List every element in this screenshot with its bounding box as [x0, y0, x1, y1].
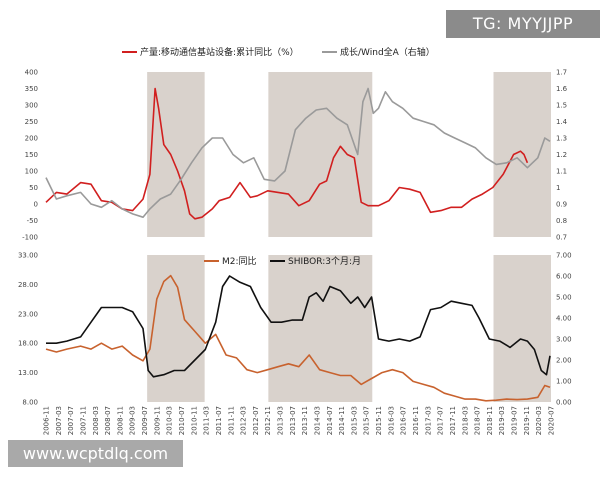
x-axis-tick: 2016-07 [400, 406, 408, 435]
series-line-bottom-2 [46, 275, 551, 378]
left-axis-tick: 200 [25, 135, 38, 143]
x-axis-tick: 2006-11 [43, 406, 51, 435]
right-axis-tick: 1 [556, 184, 560, 192]
x-axis-tick: 2008-11 [116, 406, 124, 435]
x-axis-tick: 2010-07 [178, 406, 186, 435]
left-axis-tick: 23.00 [18, 310, 38, 318]
x-axis-tick: 2011-11 [227, 406, 235, 435]
shaded-period-bottom-3 [493, 255, 551, 402]
left-axis-tick: 350 [25, 85, 38, 93]
channel-badge: TG: MYYJJPP [446, 10, 600, 38]
right-axis-tick: 4.00 [556, 315, 572, 323]
right-axis-tick: 1.6 [556, 85, 568, 93]
right-axis-tick: 1.00 [556, 378, 572, 386]
left-axis-tick: -100 [22, 234, 38, 242]
right-axis-tick: 1.2 [556, 151, 567, 159]
right-axis-tick: 2.00 [556, 357, 572, 365]
x-axis-tick: 2018-11 [486, 406, 494, 435]
x-axis-tick: 2014-07 [326, 406, 334, 435]
left-axis-tick: 0 [34, 201, 38, 209]
right-axis-tick: 0.8 [556, 217, 567, 225]
left-axis-tick: 28.00 [18, 281, 38, 289]
left-axis-tick: 150 [25, 151, 38, 159]
x-axis-tick: 2020-07 [548, 406, 556, 435]
x-axis-tick: 2018-03 [461, 406, 469, 435]
left-axis-tick: 250 [25, 118, 38, 126]
x-axis-tick: 2009-11 [153, 406, 161, 435]
shaded-period-top-2 [268, 72, 373, 237]
legend-label: SHIBOR:3个月:月 [288, 256, 361, 267]
x-axis-tick: 2007-07 [67, 406, 75, 435]
x-axis-tick: 2018-07 [474, 406, 482, 435]
right-axis-tick: 0.00 [556, 399, 572, 407]
x-axis-tick: 2013-11 [301, 406, 309, 435]
x-axis-tick: 2019-07 [511, 406, 519, 435]
x-axis-tick: 2017-03 [424, 406, 432, 435]
left-axis-tick: 100 [25, 168, 38, 176]
left-axis-tick: 33.00 [18, 252, 38, 260]
shaded-period-bottom-1 [147, 255, 205, 402]
shaded-period-bottom-2 [268, 255, 373, 402]
legend-label: 成长/Wind全A（右轴） [340, 46, 435, 58]
x-axis-tick: 2009-07 [141, 406, 149, 435]
x-axis-tick: 2020-03 [535, 406, 543, 435]
right-axis-tick: 1.4 [556, 118, 568, 126]
x-axis-tick: 2015-03 [350, 406, 358, 435]
x-axis-tick: 2011-03 [203, 406, 211, 435]
right-axis-tick: 0.7 [556, 234, 567, 242]
x-axis-tick: 2012-03 [240, 406, 248, 435]
x-axis-tick: 2008-03 [92, 406, 100, 435]
left-axis-tick: 300 [25, 102, 38, 110]
x-axis-tick: 2014-11 [338, 406, 346, 435]
x-axis-tick: 2015-11 [375, 406, 383, 435]
x-axis-tick: 2017-11 [449, 406, 457, 435]
right-axis-tick: 1.1 [556, 168, 567, 176]
right-axis-tick: 6.00 [556, 273, 572, 281]
x-axis-tick: 2009-03 [129, 406, 137, 435]
left-axis-tick: 400 [25, 69, 38, 77]
left-axis-tick: -50 [27, 217, 38, 225]
x-axis-tick: 2013-03 [277, 406, 285, 435]
x-axis-tick: 2010-11 [190, 406, 198, 435]
shaded-period-top-3 [493, 72, 551, 237]
x-axis-tick: 2019-11 [523, 406, 531, 435]
x-axis-tick: 2010-03 [166, 406, 174, 435]
legend-label: M2:同比 [222, 255, 257, 267]
x-axis-tick: 2007-03 [55, 406, 63, 435]
left-axis-tick: 18.00 [18, 340, 38, 348]
x-axis-tick: 2014-03 [314, 406, 322, 435]
x-axis-tick: 2015-07 [363, 406, 371, 435]
x-axis-tick: 2012-07 [252, 406, 260, 435]
x-axis-tick: 2019-03 [498, 406, 506, 435]
x-axis-tick: 2008-07 [104, 406, 112, 435]
left-axis-tick: 50 [29, 184, 38, 192]
right-axis-tick: 3.00 [556, 336, 572, 344]
right-axis-tick: 1.7 [556, 69, 567, 77]
right-axis-tick: 1.5 [556, 102, 567, 110]
right-axis-tick: 5.00 [556, 294, 572, 302]
x-axis-tick: 2013-07 [289, 406, 297, 435]
x-axis-tick: 2016-03 [387, 406, 395, 435]
right-axis-tick: 7.00 [556, 252, 572, 260]
series-line-top-2 [45, 87, 551, 218]
x-axis-tick: 2017-07 [437, 406, 445, 435]
left-axis-tick: 8.00 [22, 399, 38, 407]
x-axis-tick: 2016-11 [412, 406, 420, 435]
left-axis-tick: 13.00 [18, 369, 38, 377]
series-line-bottom-1 [45, 274, 551, 402]
series-line-top-1 [45, 87, 529, 220]
x-axis-tick: 2012-11 [264, 406, 272, 435]
right-axis-tick: 0.9 [556, 201, 567, 209]
x-axis-tick: 2007-11 [80, 406, 88, 435]
legend-label: 产量:移动通信基站设备:累计同比（%） [140, 46, 299, 58]
x-axis-tick: 2011-07 [215, 406, 223, 435]
site-watermark: www.wcptdlq.com [8, 440, 183, 467]
right-axis-tick: 1.3 [556, 135, 567, 143]
